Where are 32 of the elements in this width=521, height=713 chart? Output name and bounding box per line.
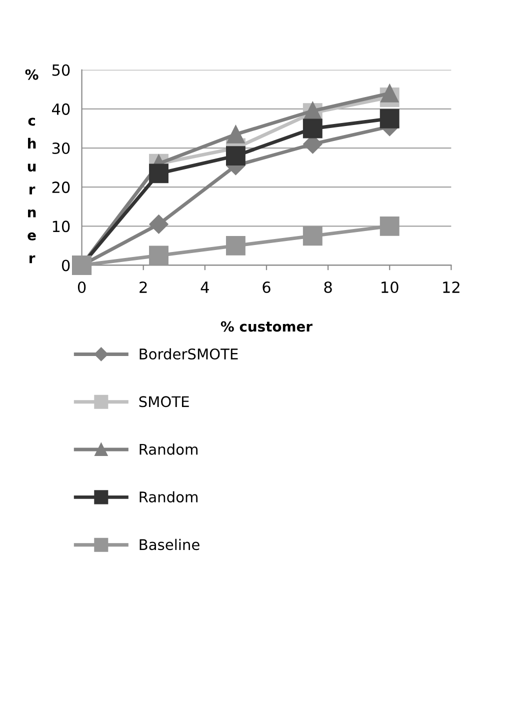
y-tick-label: 20 xyxy=(52,182,70,194)
x-tick-label: 8 xyxy=(324,281,332,294)
point xyxy=(380,108,400,128)
x-tick-label: 2 xyxy=(140,281,147,293)
y-tick-label: 30 xyxy=(52,142,70,154)
point xyxy=(302,118,322,138)
point xyxy=(226,146,246,166)
legend-label: Random xyxy=(140,444,198,455)
point xyxy=(380,216,400,236)
point xyxy=(380,84,399,102)
y-tick-label: 40 xyxy=(52,103,70,115)
x-axis-title: % customer xyxy=(220,321,312,332)
x-tick-label: 4 xyxy=(200,282,209,293)
x-tick-label: 12 xyxy=(443,281,460,293)
legend-label: Baseline xyxy=(140,538,200,550)
legend-label: SMOTE xyxy=(139,396,189,408)
text: % churner xyxy=(25,69,38,264)
point xyxy=(304,102,322,120)
x-tick-label: 10 xyxy=(382,281,398,294)
point xyxy=(149,246,168,266)
y-tick-label: 10 xyxy=(52,220,70,232)
legend-label: BorderSMOTE xyxy=(140,348,238,360)
x-tick-label: 0 xyxy=(78,281,86,294)
point xyxy=(226,236,246,256)
y-tick-label: 0 xyxy=(62,260,70,272)
point xyxy=(149,164,168,184)
legend-label: Random xyxy=(140,491,198,502)
point xyxy=(226,125,245,144)
x-tick-label: 6 xyxy=(262,281,270,294)
y-tick-label: 50 xyxy=(52,64,70,76)
point xyxy=(302,226,322,246)
point xyxy=(149,214,168,234)
